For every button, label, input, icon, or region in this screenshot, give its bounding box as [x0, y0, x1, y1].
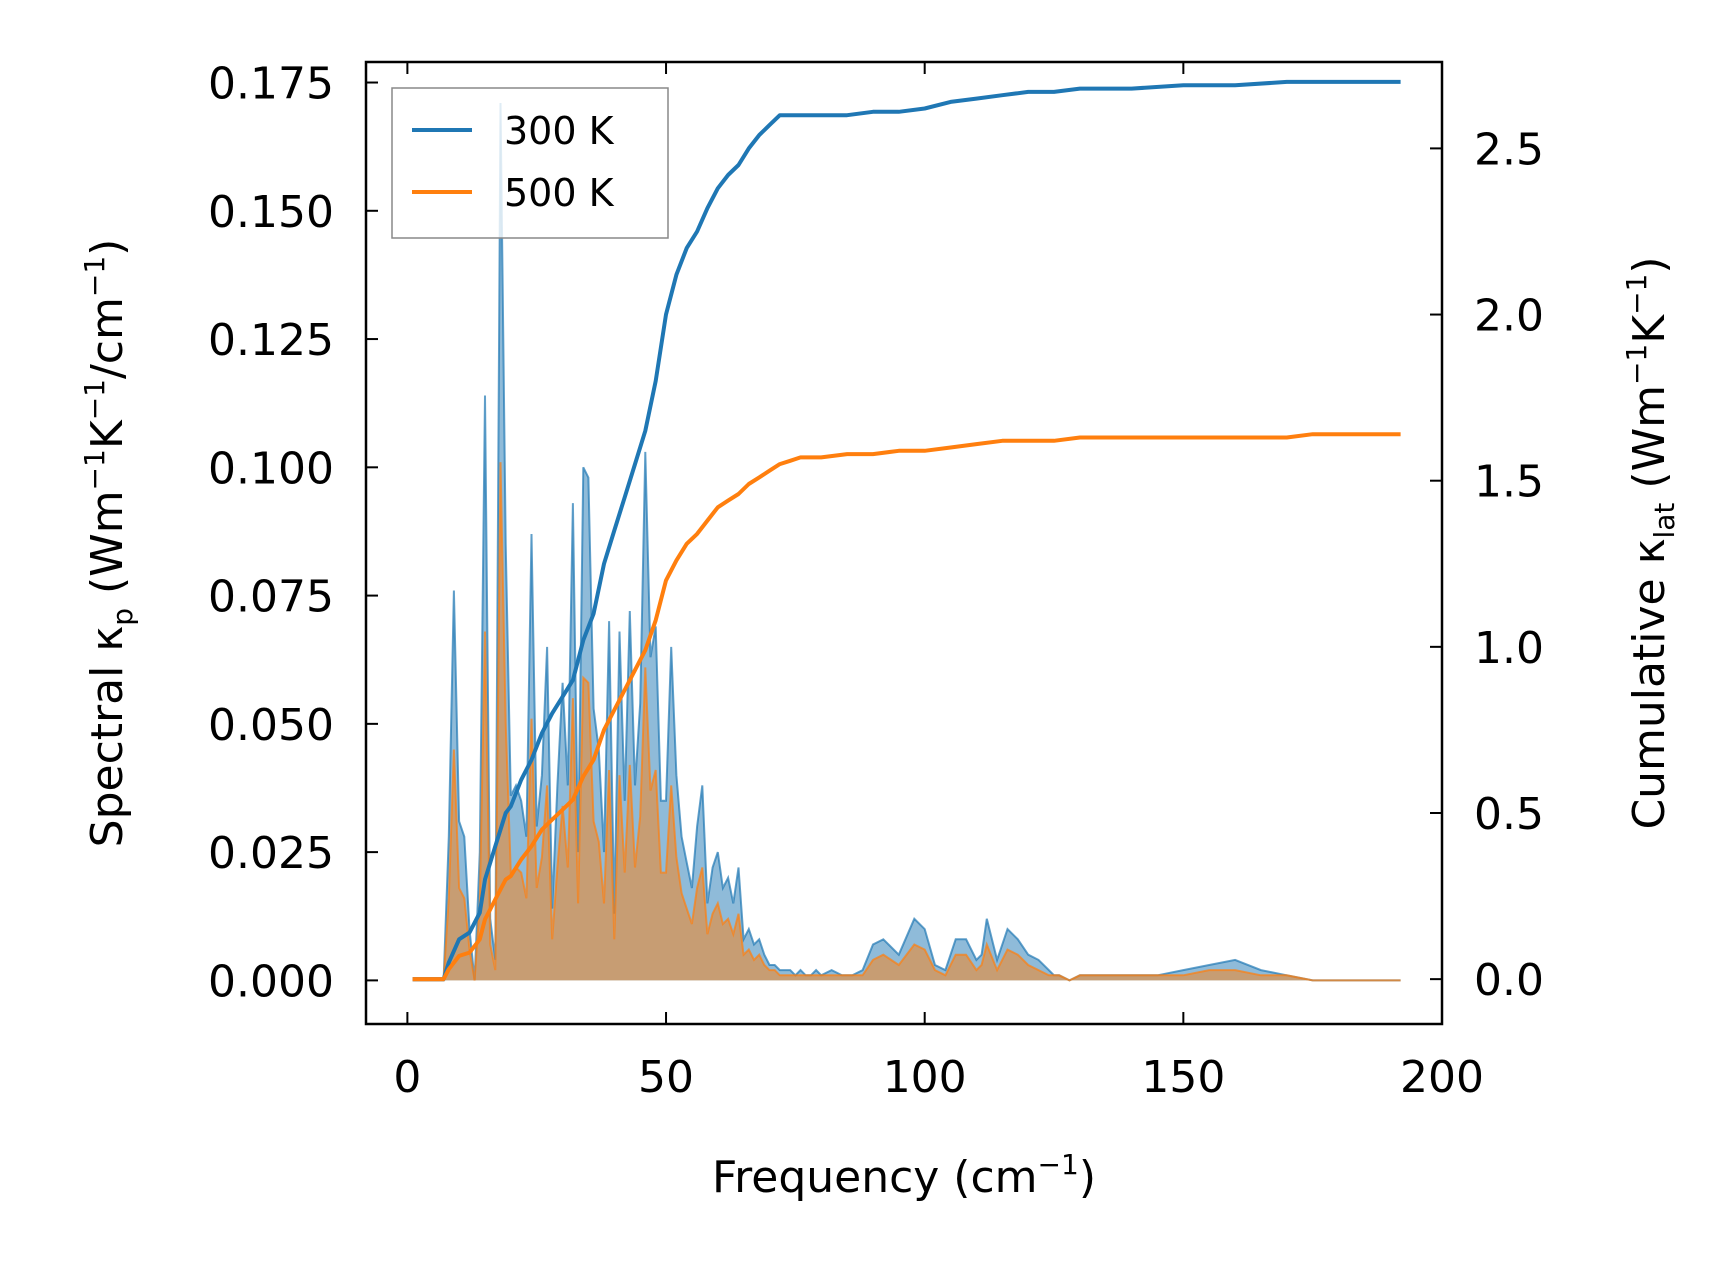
cumulative-line-500k: [412, 432, 1401, 982]
yr-end: ): [1624, 256, 1675, 273]
yl-sup3: −1: [78, 256, 111, 297]
x-tick-label: 50: [638, 1052, 694, 1103]
y-left-tick-label: 0.175: [208, 59, 334, 110]
yr-mid2: K: [1624, 314, 1675, 344]
y-left-tick-label: 0.050: [208, 700, 334, 751]
legend: 300 K 500 K: [391, 87, 669, 239]
y-right-axis-title: Cumulative κlat (Wm−1K−1): [1620, 256, 1681, 829]
cumulative-line-300k: [412, 79, 1401, 982]
y-right-tick-label: 0.5: [1474, 789, 1544, 840]
yr-sup1: −1: [1620, 344, 1653, 385]
legend-label-300k: 300 K: [504, 109, 615, 153]
y-right-tick-label: 2.5: [1474, 124, 1544, 175]
y-left-tick-label: 0.125: [208, 315, 334, 366]
ticks: 0 50 100 150 200 0.000 0.025 0.050 0.075 0.100 0.1…: [208, 59, 1544, 1103]
x-tick-label: 100: [883, 1052, 967, 1103]
x-axis-title-sup: −1: [1038, 1148, 1079, 1181]
y-right-tick-label: 0.0: [1474, 955, 1544, 1006]
y-left-tick-label: 0.075: [208, 572, 334, 623]
y-left-axis-title: Spectral κp (Wm−1K−1/cm−1): [78, 239, 139, 848]
yl-sup1: −1: [78, 449, 111, 490]
y-left-tick-label: 0.150: [208, 187, 334, 238]
axes-frame: [364, 60, 1444, 1026]
x-axis-title-end: ): [1079, 1152, 1096, 1203]
yr-pre: Cumulative κ: [1624, 538, 1675, 829]
y-left-tick-label: 0.100: [208, 443, 334, 494]
yl-mid2: K: [82, 419, 133, 449]
yl-mid3: /cm: [82, 297, 133, 379]
yl-pre: Spectral κ: [82, 626, 133, 848]
yr-mid1: (Wm: [1624, 385, 1675, 503]
yr-sub: lat: [1648, 503, 1681, 539]
legend-box: [391, 87, 669, 239]
spectral-line-300k: [412, 102, 1401, 982]
yr-sup2: −1: [1620, 274, 1653, 315]
spectral-line-500k: [412, 462, 1401, 982]
x-tick-label: 150: [1141, 1052, 1225, 1103]
x-tick-label: 0: [393, 1052, 421, 1103]
y-left-tick-label: 0.025: [208, 828, 334, 879]
y-right-tick-label: 1.0: [1474, 623, 1544, 674]
yl-end: ): [82, 239, 133, 256]
yl-sup2: −1: [78, 379, 111, 420]
legend-label-500k: 500 K: [504, 171, 615, 215]
y-right-tick-label: 2.0: [1474, 291, 1544, 342]
yl-mid1: (Wm: [82, 490, 133, 608]
x-axis-title: Frequency (cm−1): [712, 1148, 1096, 1203]
x-tick-label: 200: [1400, 1052, 1484, 1103]
y-left-tick-label: 0.000: [208, 956, 334, 1007]
x-axis-title-text: Frequency (cm: [712, 1152, 1038, 1203]
yl-sub: p: [106, 608, 139, 626]
plot-area: [412, 79, 1401, 982]
y-right-tick-label: 1.5: [1474, 457, 1544, 508]
